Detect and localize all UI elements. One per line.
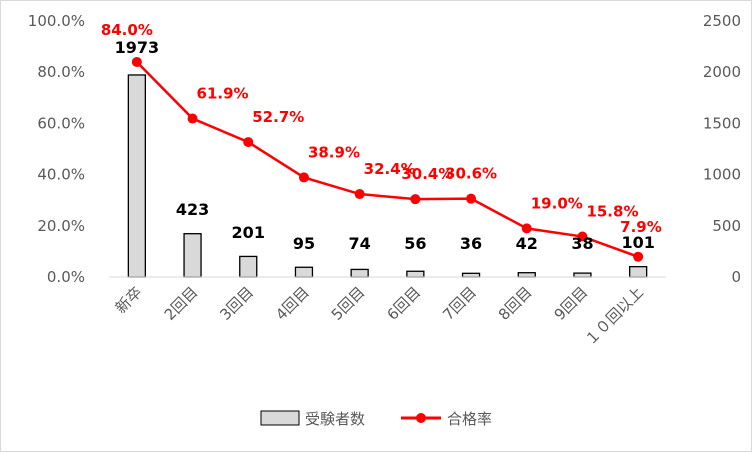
rate-point	[187, 113, 198, 124]
rate-point	[466, 193, 477, 204]
count-label: 201	[232, 223, 265, 242]
rate-label: 19.0%	[531, 194, 583, 212]
rate-point	[354, 189, 365, 200]
bar	[461, 272, 481, 278]
legend-line-marker	[416, 413, 426, 423]
bar	[183, 233, 202, 278]
rate-label: 15.8%	[586, 203, 638, 221]
right-tick-label: 500	[712, 217, 741, 235]
right-tick-label: 2500	[703, 12, 741, 30]
category-label: 新卒	[112, 283, 146, 317]
count-labels: 1973 423 201 95 74 56 36 42 38 101	[115, 38, 655, 253]
rate-point	[521, 223, 532, 234]
left-tick-label: 40.0%	[37, 166, 85, 184]
count-label: 1973	[115, 38, 160, 57]
count-label: 423	[176, 200, 209, 219]
legend-bar-swatch	[260, 410, 300, 426]
right-tick-label: 0	[731, 268, 741, 286]
bar	[239, 255, 258, 278]
rate-label: 30.6%	[445, 165, 497, 183]
category-label: １０回以上	[581, 283, 647, 349]
legend: 受験者数 合格率	[260, 410, 492, 428]
rate-line	[135, 61, 639, 258]
rate-point	[410, 194, 421, 205]
category-label: 4回目	[272, 283, 313, 324]
category-label: 6回目	[383, 283, 424, 324]
rate-point	[577, 231, 588, 242]
bar	[629, 266, 648, 278]
rate-label: 7.9%	[620, 218, 662, 236]
rate-label: 52.7%	[252, 108, 304, 126]
count-label: 42	[516, 234, 538, 253]
right-tick-label: 2000	[703, 63, 741, 81]
count-label: 38	[571, 234, 593, 253]
right-tick-label: 1000	[703, 166, 741, 184]
category-label: 2回目	[161, 283, 202, 324]
line-series	[131, 56, 644, 262]
rate-label: 32.4%	[364, 160, 416, 178]
legend-bar-label: 受験者数	[305, 410, 365, 428]
category-label: 7回目	[439, 283, 480, 324]
rate-point	[131, 56, 142, 67]
left-tick-label: 80.0%	[37, 63, 85, 81]
left-tick-label: 0.0%	[47, 268, 85, 286]
bar	[350, 268, 369, 278]
rate-label: 38.9%	[308, 143, 360, 161]
count-label: 74	[349, 234, 371, 253]
category-label: 8回目	[495, 283, 536, 324]
left-tick-label: 60.0%	[37, 114, 85, 132]
bar	[573, 272, 592, 278]
legend-line-label: 合格率	[447, 410, 492, 428]
category-label: 5回目	[328, 283, 369, 324]
bar-series	[127, 74, 648, 278]
rate-label: 30.4%	[401, 165, 453, 183]
rate-label: 61.9%	[197, 85, 249, 103]
bar	[127, 74, 146, 278]
rate-point	[298, 172, 309, 183]
right-tick-label: 1500	[703, 114, 741, 132]
bar	[294, 266, 314, 278]
left-axis-ticks: 0.0% 20.0% 40.0% 60.0% 80.0% 100.0%	[28, 12, 85, 286]
count-label: 101	[621, 233, 654, 252]
bar	[406, 270, 425, 278]
category-label: 3回目	[216, 283, 257, 324]
count-label: 95	[293, 234, 315, 253]
rate-label: 84.0%	[101, 21, 153, 39]
category-label: 9回目	[551, 283, 592, 324]
left-tick-label: 100.0%	[28, 12, 85, 30]
left-tick-label: 20.0%	[37, 217, 85, 235]
count-label: 56	[404, 234, 426, 253]
right-axis-ticks: 0 500 1000 1500 2000 2500	[703, 12, 741, 286]
count-label: 36	[460, 234, 482, 253]
rate-point	[633, 251, 644, 262]
rate-labels: 84.0% 61.9%52.7%38.9%32.4%30.4%30.6% 19.0%…	[101, 21, 662, 236]
rate-point	[243, 137, 254, 148]
bar	[517, 272, 536, 278]
